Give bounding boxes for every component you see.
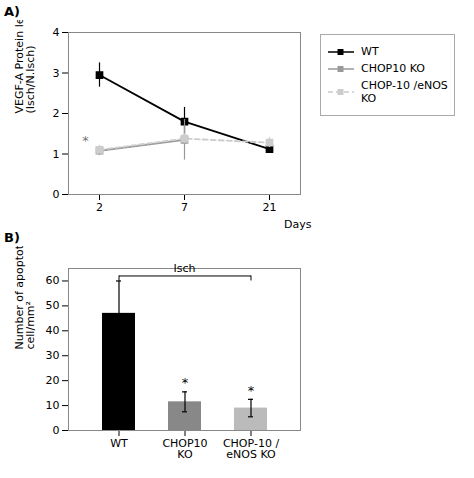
svg-text:60: 60 xyxy=(46,274,60,287)
html-text:A): A) xyxy=(4,4,20,19)
html-text:CHOP10 KO: CHOP10 KO xyxy=(361,62,425,75)
svg-text:10: 10 xyxy=(46,399,60,412)
svg-text:21: 21 xyxy=(263,201,277,214)
svg-text:Days: Days xyxy=(284,218,312,231)
svg-text:20: 20 xyxy=(46,374,60,387)
svg-text:3: 3 xyxy=(53,67,60,80)
svg-text:*: * xyxy=(182,375,189,390)
svg-text:WT: WT xyxy=(110,437,128,450)
svg-text:1: 1 xyxy=(53,148,60,161)
svg-text:*: * xyxy=(82,133,89,148)
svg-text:VEGF-A Protein levels(Isch/N.I: VEGF-A Protein levels(Isch/N.Isch) xyxy=(13,20,37,114)
svg-text:Number of apoptoticcell/mm²: Number of apoptoticcell/mm² xyxy=(13,246,37,350)
svg-text:2: 2 xyxy=(53,107,60,120)
svg-text:4: 4 xyxy=(53,26,60,39)
svg-text:CHOP10KO: CHOP10KO xyxy=(162,437,207,461)
svg-text:*: * xyxy=(248,383,255,398)
svg-text:40: 40 xyxy=(46,324,60,337)
svg-text:0: 0 xyxy=(53,424,60,437)
svg-text:50: 50 xyxy=(46,299,60,312)
svg-text:7: 7 xyxy=(181,201,188,214)
svg-text:30: 30 xyxy=(46,349,60,362)
html-text:CHOP-10 /eNOS KO: CHOP-10 /eNOS KO xyxy=(361,79,448,105)
svg-text:CHOP-10 /eNOS KO: CHOP-10 /eNOS KO xyxy=(223,437,279,461)
svg-text:Isch: Isch xyxy=(174,262,196,275)
html-text:B): B) xyxy=(4,230,20,245)
html-text:WT: WT xyxy=(361,45,379,58)
svg-text:0: 0 xyxy=(53,188,60,201)
svg-text:2: 2 xyxy=(96,201,103,214)
